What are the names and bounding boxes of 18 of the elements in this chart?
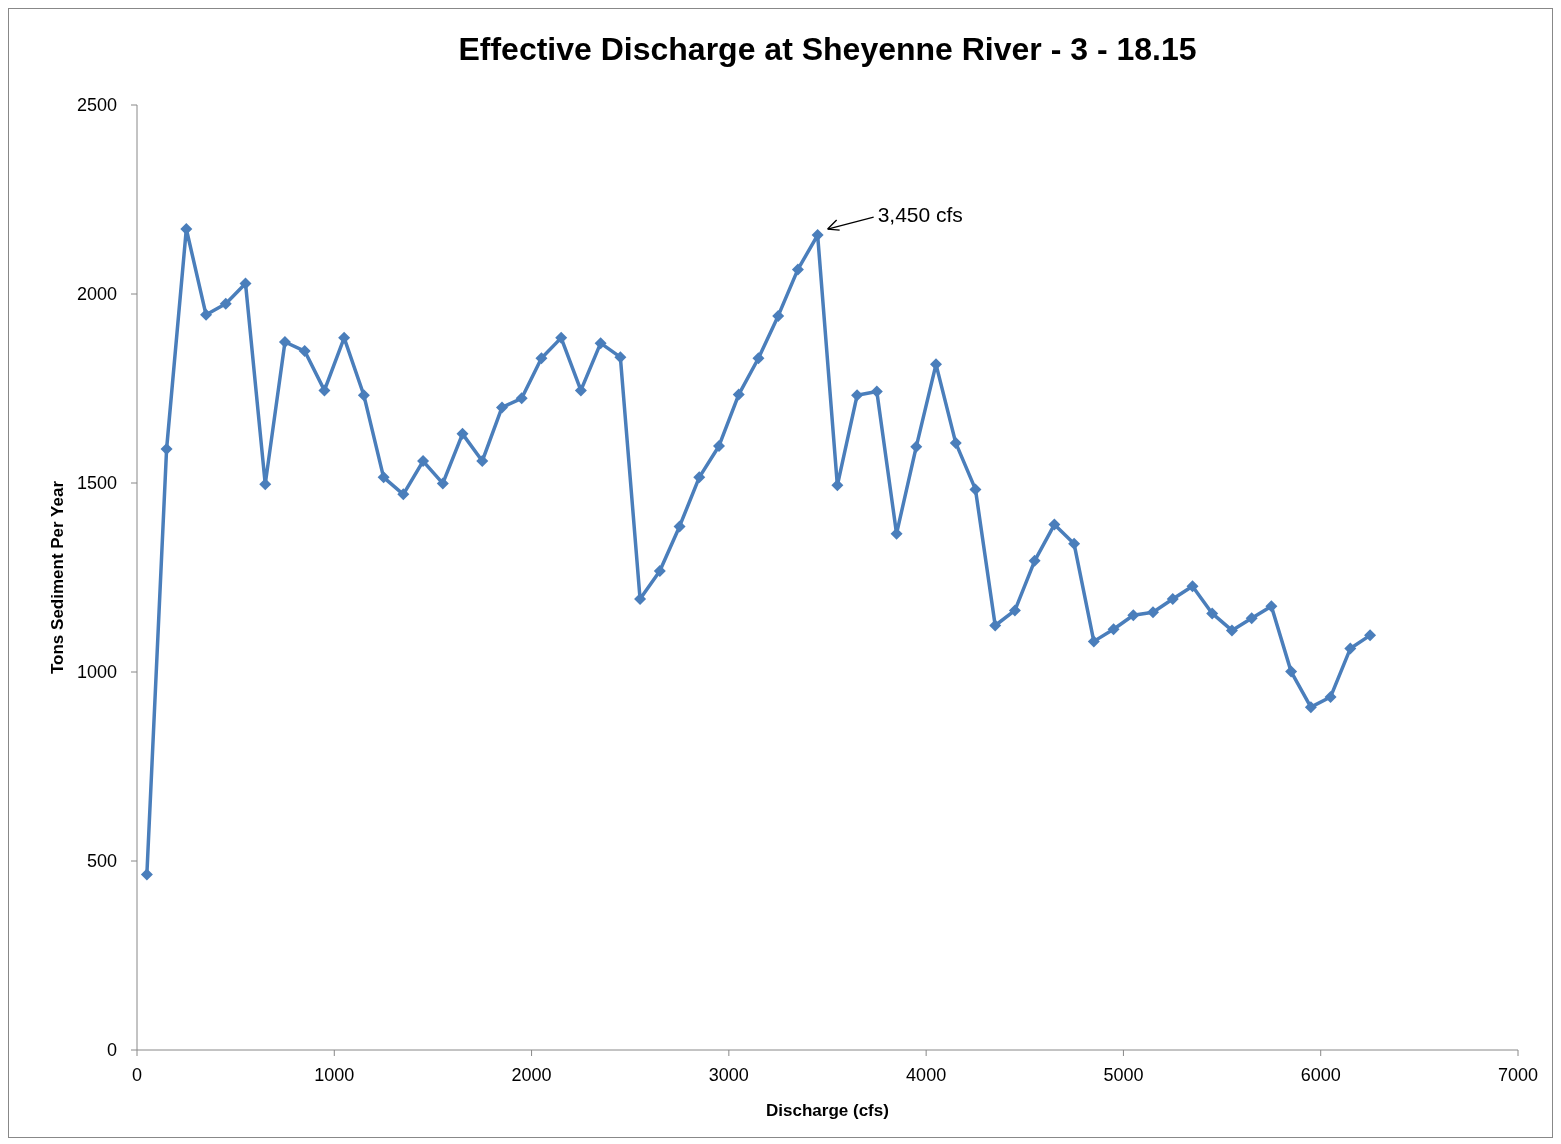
y-tick-label: 0 xyxy=(106,1040,117,1061)
x-tick-label: 3000 xyxy=(708,1065,749,1085)
x-axis-title: Discharge (cfs) xyxy=(766,1101,889,1120)
x-tick-label: 4000 xyxy=(906,1065,947,1085)
y-axis-title: Tons Sediment Per Year xyxy=(48,480,67,675)
x-tick-label: 5000 xyxy=(1103,1065,1144,1085)
x-tick-label: 7000 xyxy=(1497,1065,1539,1085)
y-tick-label: 2500 xyxy=(76,95,117,116)
x-tick-label: 1000 xyxy=(314,1065,355,1085)
chart-title: Effective Discharge at Sheyenne River - 3 - 18.15 xyxy=(458,31,1197,67)
x-tick-label: 0 xyxy=(131,1065,143,1085)
x-tick-label: 2000 xyxy=(511,1065,552,1085)
x-tick-label: 6000 xyxy=(1300,1065,1341,1085)
y-tick-label: 1000 xyxy=(76,662,117,683)
annotation: 3,450 cfs xyxy=(877,203,963,227)
y-tick-label: 500 xyxy=(86,851,117,872)
y-tick-label: 1500 xyxy=(76,473,117,494)
y-tick-label: 2000 xyxy=(76,284,117,305)
